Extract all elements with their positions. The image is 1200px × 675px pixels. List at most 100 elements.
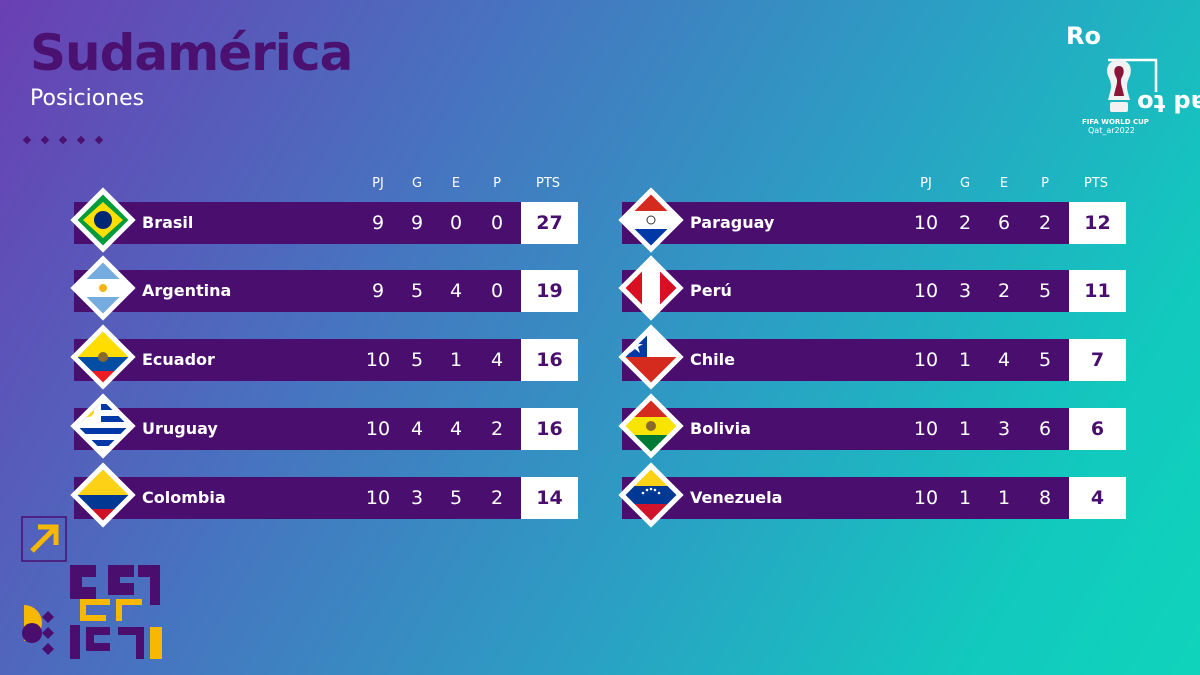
header-g: G (959, 176, 971, 191)
standings-row: Uruguay 10 4 4 2 16 (70, 393, 578, 459)
stat-e: 4 (997, 349, 1011, 371)
standings-row: Bolivia 10 1 3 6 6 (618, 393, 1126, 459)
stat-g: 5 (410, 349, 424, 371)
standings-row: Colombia 10 3 5 2 14 (70, 462, 578, 528)
team-name: Perú (690, 281, 732, 300)
stat-pts: 6 (1069, 408, 1126, 450)
standings-row: Argentina 9 5 4 0 19 (70, 255, 578, 321)
standings-row: Paraguay 10 2 6 2 12 (618, 187, 1126, 253)
stat-e: 5 (449, 487, 463, 509)
stat-pts: 12 (1069, 202, 1126, 244)
team-name: Venezuela (690, 488, 783, 507)
uruguay-flag-icon (70, 393, 136, 459)
team-name: Brasil (142, 213, 194, 232)
venezuela-flag-icon (618, 462, 684, 528)
stat-g: 3 (958, 280, 972, 302)
brazil-flag-icon (70, 187, 136, 253)
stat-pts: 19 (521, 270, 578, 312)
logo-brand-line2: Qat_ar2022 (1088, 126, 1135, 135)
team-name: Argentina (142, 281, 232, 300)
logo-ro-text: Ro (1066, 22, 1101, 50)
ecuador-flag-icon (70, 324, 136, 390)
logo-adto-text: ad to (1137, 88, 1200, 117)
stat-pj: 10 (913, 487, 939, 509)
world-cup-trophy-icon (1107, 60, 1131, 112)
stat-g: 2 (958, 212, 972, 234)
stat-pj: 10 (913, 280, 939, 302)
standings-row: Chile 10 1 4 5 7 (618, 324, 1126, 390)
stat-g: 5 (410, 280, 424, 302)
logo-brand-line1: FIFA WORLD CUP (1082, 118, 1149, 126)
stat-e: 4 (449, 418, 463, 440)
stat-pj: 10 (913, 349, 939, 371)
stat-p: 5 (1038, 280, 1052, 302)
stat-g: 1 (958, 487, 972, 509)
header-p: P (493, 176, 501, 191)
right-table-header: PJ G E P PTS (548, 176, 1148, 196)
stat-e: 3 (997, 418, 1011, 440)
stat-p: 6 (1038, 418, 1052, 440)
header-pj: PJ (920, 176, 932, 191)
stat-pts: 14 (521, 477, 578, 519)
team-name: Chile (690, 350, 735, 369)
team-name: Paraguay (690, 213, 775, 232)
page-subtitle: Posiciones (30, 86, 145, 111)
team-name: Ecuador (142, 350, 215, 369)
stat-e: 0 (449, 212, 463, 234)
team-name: Bolivia (690, 419, 751, 438)
decorative-dots (22, 128, 114, 147)
header-pts: PTS (535, 176, 561, 191)
header-e: E (451, 176, 461, 191)
stat-e: 1 (997, 487, 1011, 509)
chile-flag-icon (618, 324, 684, 390)
stat-pj: 10 (913, 212, 939, 234)
left-table-header: PJ G E P PTS (0, 176, 600, 196)
paraguay-flag-icon (618, 187, 684, 253)
stat-pts: 11 (1069, 270, 1126, 312)
stat-pj: 10 (365, 418, 391, 440)
logo-road-line-icon (1108, 58, 1158, 92)
stat-g: 3 (410, 487, 424, 509)
standings-row: Perú 10 3 2 5 11 (618, 255, 1126, 321)
stat-pts: 16 (521, 408, 578, 450)
standings-row: Brasil 9 9 0 0 27 (70, 187, 578, 253)
stat-pj: 10 (913, 418, 939, 440)
team-name: Uruguay (142, 419, 218, 438)
header-pj: PJ (372, 176, 384, 191)
stat-g: 4 (410, 418, 424, 440)
stat-g: 9 (410, 212, 424, 234)
argentina-flag-icon (70, 255, 136, 321)
stat-e: 2 (997, 280, 1011, 302)
stat-pj: 9 (371, 212, 385, 234)
stat-e: 6 (997, 212, 1011, 234)
standings-row: Ecuador 10 5 1 4 16 (70, 324, 578, 390)
stat-pj: 10 (365, 349, 391, 371)
stat-g: 1 (958, 349, 972, 371)
world-cup-logo: Ro ad to FIFA WORLD CUP Qat_ar2022 (1016, 20, 1200, 150)
stat-p: 8 (1038, 487, 1052, 509)
header-g: G (411, 176, 423, 191)
standings-row: Venezuela 10 1 1 8 4 (618, 462, 1126, 528)
team-name: Colombia (142, 488, 226, 507)
page-title: Sudamérica (30, 24, 353, 82)
stat-g: 1 (958, 418, 972, 440)
stat-e: 1 (449, 349, 463, 371)
stat-pts: 7 (1069, 339, 1126, 381)
stat-pj: 9 (371, 280, 385, 302)
header-p: P (1041, 176, 1049, 191)
stat-p: 0 (490, 212, 504, 234)
bolivia-flag-icon (618, 393, 684, 459)
stat-p: 2 (490, 418, 504, 440)
header-e: E (999, 176, 1009, 191)
header-pts: PTS (1083, 176, 1109, 191)
stat-pts: 4 (1069, 477, 1126, 519)
stat-e: 4 (449, 280, 463, 302)
stat-pj: 10 (365, 487, 391, 509)
stat-p: 5 (1038, 349, 1052, 371)
peru-flag-icon (618, 255, 684, 321)
decorative-pattern (21, 516, 162, 659)
stat-p: 2 (1038, 212, 1052, 234)
stat-pts: 16 (521, 339, 578, 381)
stat-p: 4 (490, 349, 504, 371)
stat-pts: 27 (521, 202, 578, 244)
